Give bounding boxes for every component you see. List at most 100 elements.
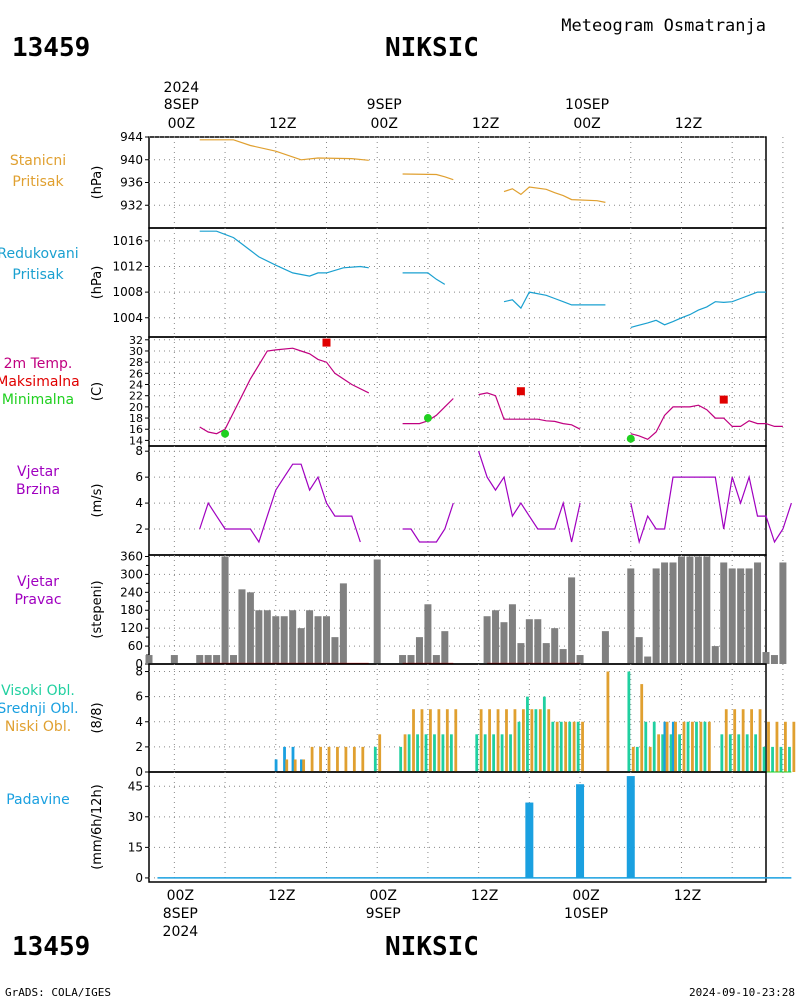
wind-direction-bar <box>280 616 288 664</box>
bottom-axis-hour: 00Z <box>370 888 397 904</box>
precipitation-ytick-label: 30 <box>128 810 143 824</box>
wind-direction-bar <box>339 583 347 664</box>
precip-bar <box>576 784 585 878</box>
low-cloud-bar <box>445 709 449 772</box>
wind-direction-bar <box>500 622 508 664</box>
high-cloud-bar <box>483 734 487 772</box>
panel-station-pressure: 932 936 940 944 (hPa) Stanicni Pritisak <box>10 130 784 229</box>
wind-direction-ytick-label: 60 <box>128 639 143 653</box>
clouds-ytick-label: 4 <box>135 715 143 729</box>
wind-direction-bar <box>508 604 516 664</box>
temperature-ytick-label: 32 <box>129 334 143 347</box>
temperature-frame <box>148 336 767 447</box>
low-cloud-bar <box>784 721 787 772</box>
low-cloud-bar <box>378 734 382 772</box>
low-cloud-bar <box>496 709 500 772</box>
station-pressure-series-line <box>503 186 606 203</box>
wind-direction-bar <box>272 616 280 664</box>
station-pressure-ytick-label: 944 <box>120 130 143 144</box>
wind-direction-bar <box>551 628 559 664</box>
wind-speed-unit: (m/s) <box>90 484 105 518</box>
wind-direction-bar <box>542 643 550 664</box>
low-cloud-bar <box>564 721 568 772</box>
wind-direction-bar <box>669 562 677 664</box>
wind-speed-ytick-label: 6 <box>135 470 143 484</box>
station-pressure-label: Pritisak <box>12 174 64 190</box>
low-cloud-bar <box>775 721 779 772</box>
wind-speed-ytick-label: 8 <box>135 444 143 458</box>
wind-direction-label: Vjetar <box>17 574 59 590</box>
wind-direction-ytick-label: 300 <box>120 567 143 581</box>
high-cloud-bar <box>745 734 749 772</box>
top-axis-date: 9SEP <box>367 97 402 113</box>
station-pressure-unit: (hPa) <box>90 166 105 200</box>
high-cloud-bar <box>416 734 419 772</box>
temperature-unit: (C) <box>90 382 105 401</box>
high-cloud-bar <box>576 721 580 772</box>
high-cloud-bar <box>627 671 631 772</box>
high-cloud-bar <box>678 734 681 772</box>
panel-clouds: 0 2 4 6 8 (8/8) Visoki Obl. Srednji Obl. Niski O… <box>0 663 796 779</box>
temperature-series-line <box>630 404 783 440</box>
clouds-ytick-label: 6 <box>135 690 143 704</box>
reduced-pressure-label: Redukovani <box>0 246 79 262</box>
low-cloud-bar <box>691 721 694 772</box>
low-cloud-bar <box>361 746 365 772</box>
low-cloud-bar <box>572 721 576 772</box>
reduced-pressure-ytick-label: 1008 <box>112 285 143 299</box>
wind-direction-bar <box>661 562 669 664</box>
low-cloud-bar <box>521 709 525 772</box>
low-cloud-bar <box>412 709 415 772</box>
low-cloud-bar <box>631 746 635 772</box>
high-cloud-bar <box>399 746 403 772</box>
high-cloud-bar <box>635 746 639 772</box>
wind-direction-bar <box>492 610 500 664</box>
low-cloud-bar <box>758 709 762 772</box>
low-cloud-bar <box>682 721 686 772</box>
tmax-marker <box>719 395 728 404</box>
wind-speed-series-line <box>478 451 581 543</box>
bottom-axis-date: 9SEP <box>366 906 401 922</box>
low-cloud-bar <box>733 709 737 772</box>
wind-direction-bar <box>373 559 381 664</box>
wind-direction-bar <box>170 655 178 664</box>
low-cloud-bar <box>319 746 322 772</box>
station-pressure-ytick-label: 936 <box>120 176 143 190</box>
top-axis-date: 8SEP <box>164 97 199 113</box>
low-cloud-bar <box>352 746 356 772</box>
wind-direction-bar <box>263 610 271 664</box>
wind-direction-bar <box>711 646 719 664</box>
wind-direction-bar <box>728 568 736 664</box>
panel-reduced-pressure: 1004 1008 1012 1016 (hPa) Redukovani Pritisak <box>0 227 784 338</box>
panel-wind-speed: 2 4 6 8 (m/s) Vjetar Brzina <box>16 444 792 556</box>
high-cloud-bar <box>500 734 504 772</box>
product-title: Meteogram Osmatranja <box>561 16 766 36</box>
low-cloud-bar <box>750 709 753 772</box>
station-pressure-frame <box>148 136 767 229</box>
bottom-axis-hour: 00Z <box>572 888 599 904</box>
tmin-marker <box>221 429 230 438</box>
wind-direction-ytick-label: 240 <box>120 585 143 599</box>
temperature-ytick-label: 20 <box>129 401 143 414</box>
wind-direction-bar <box>644 656 652 664</box>
temperature-series-line <box>402 398 454 425</box>
reduced-pressure-series-line <box>402 272 446 285</box>
wind-direction-bar <box>627 568 635 664</box>
clouds-label: Niski Obl. <box>5 719 71 735</box>
high-cloud-bar <box>661 734 665 772</box>
wind-direction-ytick-label: 120 <box>120 621 143 635</box>
high-cloud-bar <box>526 696 529 772</box>
top-axis-hour: 12Z <box>269 116 296 132</box>
high-cloud-bar <box>754 734 758 772</box>
low-cloud-bar <box>606 671 610 772</box>
tmin-marker <box>626 434 635 443</box>
high-cloud-bar <box>703 721 707 772</box>
clouds-ytick-label: 0 <box>135 765 143 779</box>
credit: GrADS: COLA/IGES <box>5 986 111 999</box>
wind-direction-bar <box>145 655 153 664</box>
low-cloud-bar <box>437 709 441 772</box>
low-cloud-bar <box>285 759 289 772</box>
high-cloud-bar <box>695 721 698 772</box>
low-cloud-bar <box>513 709 517 772</box>
